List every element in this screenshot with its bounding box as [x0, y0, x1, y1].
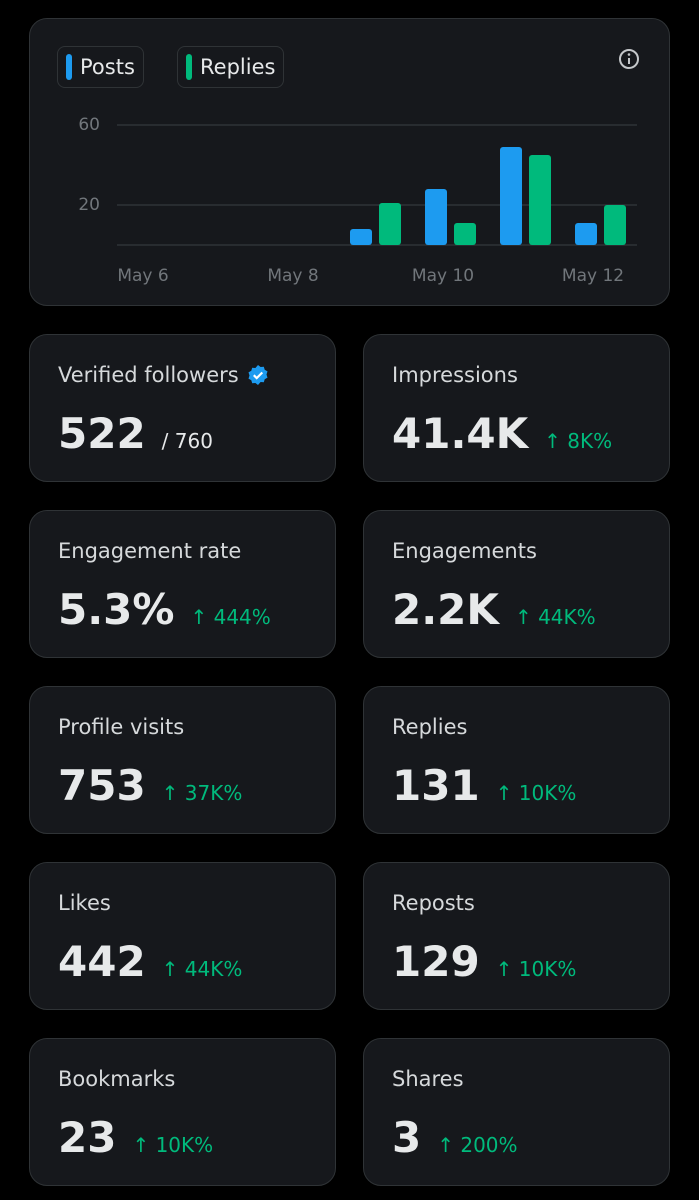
stat-value: 23 — [58, 1113, 117, 1162]
stat-label: Engagement rate — [58, 539, 242, 563]
stat-change: ↑ 200% — [437, 1133, 518, 1157]
stat-label-row: Shares — [392, 1067, 464, 1091]
stat-label: Replies — [392, 715, 468, 739]
x-tick-label: May 8 — [267, 266, 318, 286]
bar — [529, 155, 551, 245]
stat-change: ↑ 10K% — [495, 957, 577, 981]
stat-card[interactable]: Impressions 41.4K ↑ 8K% — [363, 334, 670, 482]
stat-card[interactable]: Verified followers 522 / 760 — [29, 334, 336, 482]
stat-card[interactable]: Shares 3 ↑ 200% — [363, 1038, 670, 1186]
stat-row: 3 ↑ 200% — [392, 1113, 518, 1162]
stat-label: Engagements — [392, 539, 537, 563]
bar — [500, 147, 522, 245]
verified-badge — [248, 365, 268, 385]
stat-card[interactable]: Profile visits 753 ↑ 37K% — [29, 686, 336, 834]
stat-change: ↑ 10K% — [132, 1133, 214, 1157]
stat-label: Bookmarks — [58, 1067, 176, 1091]
stat-card[interactable]: Engagement rate 5.3% ↑ 444% — [29, 510, 336, 658]
stat-value: 3 — [392, 1113, 422, 1162]
stat-row: 131 ↑ 10K% — [392, 761, 576, 810]
stat-card[interactable]: Reposts 129 ↑ 10K% — [363, 862, 670, 1010]
stat-change: ↑ 44K% — [161, 957, 243, 981]
bar — [379, 203, 401, 245]
stat-label-row: Profile visits — [58, 715, 184, 739]
stat-row: 753 ↑ 37K% — [58, 761, 242, 810]
stat-change: ↑ 10K% — [495, 781, 577, 805]
stat-row: 2.2K ↑ 44K% — [392, 585, 596, 634]
stat-label-row: Replies — [392, 715, 467, 739]
stat-change: ↑ 8K% — [544, 429, 613, 453]
stat-change: ↑ 444% — [190, 605, 271, 629]
y-tick-label: 60 — [78, 115, 100, 135]
stat-label: Likes — [58, 891, 111, 915]
stat-label: Reposts — [392, 891, 475, 915]
x-tick-label: May 12 — [562, 266, 624, 286]
bar — [425, 189, 447, 245]
stat-label-row: Likes — [58, 891, 111, 915]
stat-total: / 760 — [161, 429, 213, 453]
stat-label-row: Reposts — [392, 891, 475, 915]
stat-value: 2.2K — [392, 585, 499, 634]
stat-label-row: Bookmarks — [58, 1067, 175, 1091]
y-tick-label: 20 — [78, 195, 100, 215]
x-tick-label: May 10 — [412, 266, 474, 286]
bar — [575, 223, 597, 245]
stat-value: 522 — [58, 409, 146, 458]
stat-value: 753 — [58, 761, 146, 810]
stat-label: Shares — [392, 1067, 464, 1091]
stat-label: Verified followers — [58, 363, 239, 387]
stat-label-row: Impressions — [392, 363, 518, 387]
bar — [604, 205, 626, 245]
stat-change: ↑ 44K% — [514, 605, 596, 629]
chart-card — [29, 18, 670, 306]
stat-row: 41.4K ↑ 8K% — [392, 409, 612, 458]
stat-value: 5.3% — [58, 585, 175, 634]
legend-swatch — [186, 54, 192, 80]
stat-row: 442 ↑ 44K% — [58, 937, 242, 986]
stat-label-row: Engagements — [392, 539, 537, 563]
legend-swatch — [66, 54, 72, 80]
stat-value: 442 — [58, 937, 146, 986]
stat-row: 23 ↑ 10K% — [58, 1113, 213, 1162]
stat-change: ↑ 37K% — [161, 781, 243, 805]
stat-value: 41.4K — [392, 409, 529, 458]
x-tick-label: May 6 — [117, 266, 168, 286]
legend-item[interactable]: Posts — [57, 46, 144, 88]
stat-card[interactable]: Replies 131 ↑ 10K% — [363, 686, 670, 834]
stat-value: 129 — [392, 937, 480, 986]
stat-label: Profile visits — [58, 715, 185, 739]
stat-row: 522 / 760 — [58, 409, 213, 458]
stat-card[interactable]: Likes 442 ↑ 44K% — [29, 862, 336, 1010]
stat-card[interactable]: Engagements 2.2K ↑ 44K% — [363, 510, 670, 658]
stat-row: 129 ↑ 10K% — [392, 937, 576, 986]
legend-label: Replies — [200, 55, 276, 79]
stat-label: Impressions — [392, 363, 518, 387]
chart: 20 60 May 6 May 8 May 10 May 12 — [78, 115, 637, 286]
legend-label: Posts — [80, 55, 135, 79]
stat-card[interactable]: Bookmarks 23 ↑ 10K% — [29, 1038, 336, 1186]
stat-label-row: Verified followers — [58, 363, 269, 387]
info-icon[interactable] — [617, 47, 641, 71]
stat-row: 5.3% ↑ 444% — [58, 585, 271, 634]
stat-value: 131 — [392, 761, 480, 810]
legend-item[interactable]: Replies — [177, 46, 285, 88]
stat-label-row: Engagement rate — [58, 539, 241, 563]
bar — [350, 229, 372, 245]
bar — [454, 223, 476, 245]
